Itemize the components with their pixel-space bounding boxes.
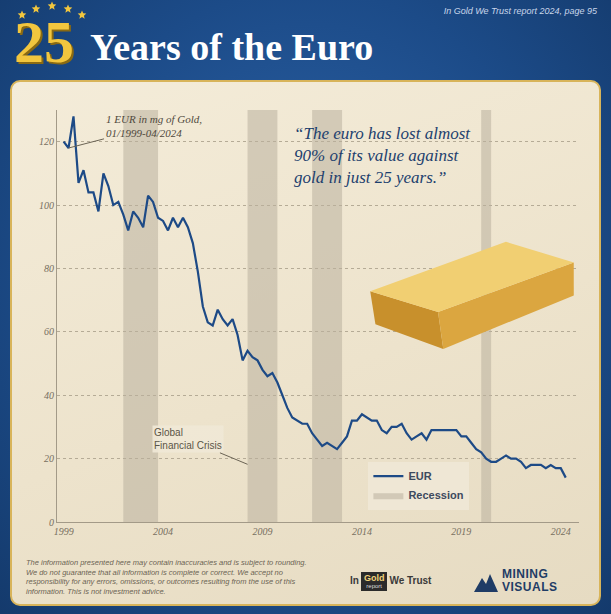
svg-text:0: 0 bbox=[49, 517, 54, 528]
svg-text:2019: 2019 bbox=[451, 526, 471, 537]
svg-text:2009: 2009 bbox=[253, 526, 273, 537]
svg-text:20: 20 bbox=[44, 453, 54, 464]
svg-text:2024: 2024 bbox=[551, 526, 571, 537]
svg-text:40: 40 bbox=[44, 390, 54, 401]
html-text:In Gold: In Gold bbox=[350, 573, 385, 587]
svg-text:2004: 2004 bbox=[153, 526, 173, 537]
html-text:VISUALS: VISUALS bbox=[502, 580, 558, 594]
html-text:25 Years of the Euro: 25 Years of the Euro bbox=[14, 9, 374, 75]
svg-text:80: 80 bbox=[44, 263, 54, 274]
svg-text:Recession: Recession bbox=[408, 489, 463, 501]
html-text:In Gold We Trust report 2024,: In Gold We Trust report 2024, page 95 bbox=[443, 6, 597, 16]
svg-text:100: 100 bbox=[39, 200, 54, 211]
svg-text:2014: 2014 bbox=[352, 526, 372, 537]
html-text:We Trust: We Trust bbox=[389, 575, 432, 587]
svg-text:120: 120 bbox=[39, 136, 54, 147]
svg-text:“The euro has lost almost90% o: “The euro has lost almost90% of its valu… bbox=[294, 124, 471, 187]
svg-text:EUR: EUR bbox=[408, 470, 431, 482]
svg-text:GlobalFinancial Crisis: GlobalFinancial Crisis bbox=[154, 427, 222, 451]
svg-text:1999: 1999 bbox=[54, 526, 74, 537]
svg-text:60: 60 bbox=[44, 326, 54, 337]
html-text:The information presented here: The information presented here may conta… bbox=[26, 558, 307, 596]
html-text:report: report bbox=[366, 583, 382, 589]
svg-text:1 EUR in mg of Gold,01/1999-04: 1 EUR in mg of Gold,01/1999-04/2024 bbox=[106, 113, 202, 139]
html-text:MINING: MINING bbox=[502, 567, 549, 581]
